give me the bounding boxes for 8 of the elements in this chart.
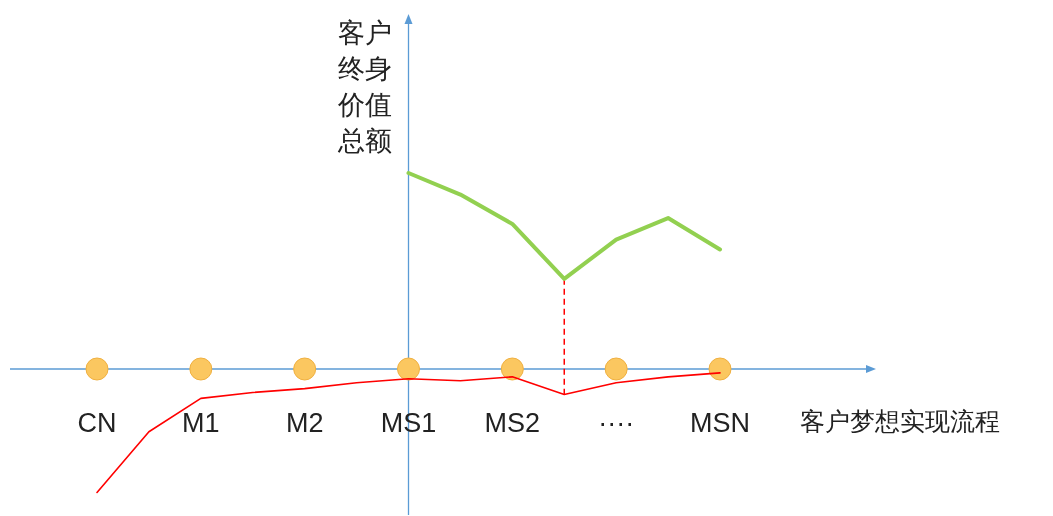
y-axis-title: 客户终身价值总额 xyxy=(336,18,392,156)
x-tick-label: ···· xyxy=(598,408,635,438)
x-axis-title: 客户梦想实现流程 xyxy=(800,407,1000,435)
x-tick-label: M2 xyxy=(285,408,324,438)
x-tick-label: CN xyxy=(77,408,117,438)
x-tick-label: M1 xyxy=(182,408,220,438)
x-tick-label: MSN xyxy=(690,408,750,438)
x-tick-label: MS2 xyxy=(484,408,541,438)
